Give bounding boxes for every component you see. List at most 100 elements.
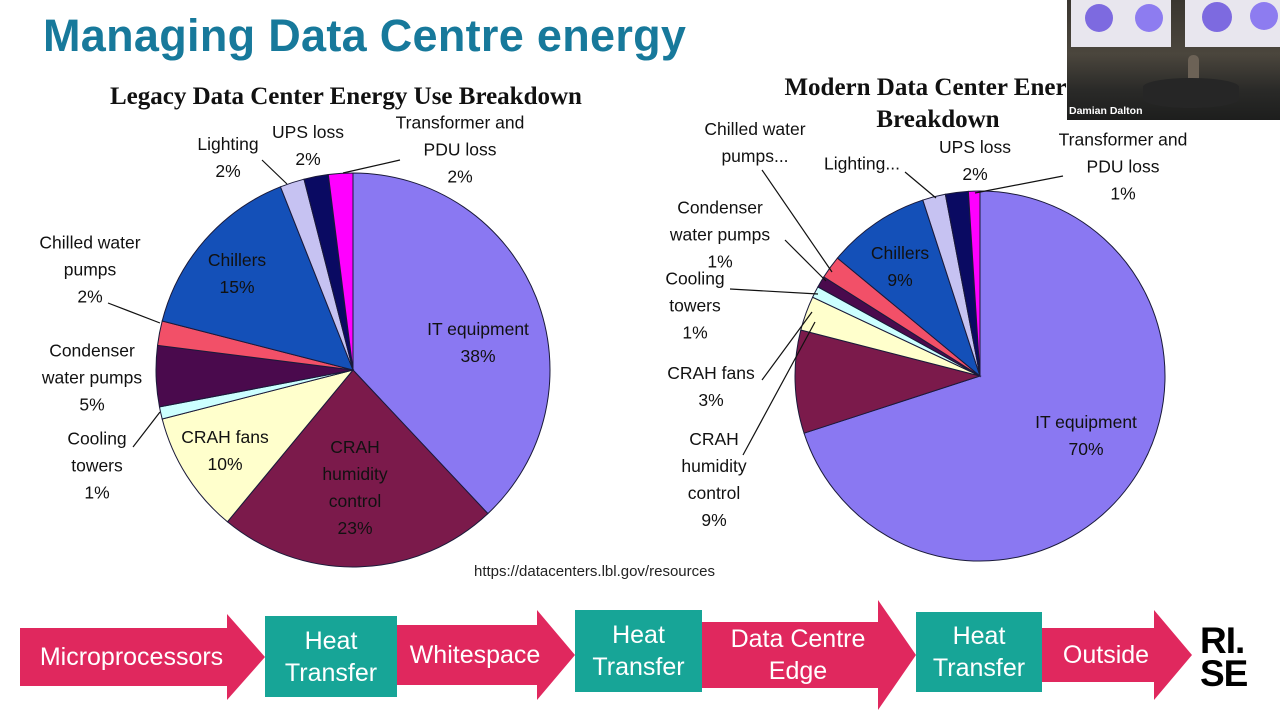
- slice-value: 9%: [701, 510, 727, 530]
- slice-value: 10%: [207, 454, 243, 474]
- legacy-chart-title: Legacy Data Center Energy Use Breakdown: [110, 83, 582, 110]
- leader-line: [761, 311, 813, 381]
- slice-name: IT equipment: [427, 319, 529, 339]
- flow-box: [265, 616, 397, 697]
- slide-title: Managing Data Centre energy: [43, 10, 687, 61]
- slice-name: CRAH humidity control: [322, 437, 388, 511]
- slice-value: 15%: [219, 277, 255, 297]
- slice-name: UPS loss: [272, 122, 344, 142]
- flow-label-heat-transfer: Heat Transfer: [592, 621, 685, 681]
- slice-name: CRAH humidity control: [681, 429, 747, 503]
- pie-slice-transformer-and-pdu-loss: [327, 172, 354, 371]
- pie-slice-chillers: [836, 199, 982, 378]
- slice-value: 38%: [460, 346, 496, 366]
- slice-value: 9%: [887, 270, 913, 290]
- flow-label-heat-transfer: Heat Transfer: [932, 622, 1026, 682]
- pie-slice-crah-humidity-control: [794, 329, 982, 434]
- slice-name: Cooling towers: [665, 268, 725, 316]
- flow-arrow: [397, 610, 575, 700]
- slice-name: Condenser water pumps: [41, 340, 143, 388]
- slice-value: 1%: [84, 482, 110, 503]
- slice-label-chillers: Chillers 9%: [871, 240, 929, 294]
- slice-name: Chillers: [207, 250, 267, 270]
- slice-value: 2%: [447, 166, 473, 187]
- pie-slice-it-equipment: [352, 172, 551, 515]
- pie-slice-chillers: [161, 186, 354, 371]
- slice-label-it-equipment: IT equipment 38%: [427, 316, 529, 370]
- slice-label-ups-loss: UPS loss 2%: [939, 134, 1011, 188]
- slice-name: CRAH fans: [181, 427, 269, 447]
- presenter: [1188, 55, 1199, 81]
- flow-label-microprocessors: Microprocessors: [39, 643, 224, 671]
- webcam-overlay: Damian Dalton: [1067, 0, 1280, 120]
- slice-label-condenser-water-pumps: Condenser water pumps 5%: [27, 338, 157, 419]
- leader-line: [342, 159, 401, 174]
- slice-label-crah-humidity-control: CRAH humidity control 23%: [300, 434, 410, 542]
- slice-name: UPS loss: [939, 137, 1011, 157]
- slice-label-chilled-water-pumps: Chilled water pumps 2%: [25, 230, 155, 311]
- slice-label-ups-loss: UPS loss 2%: [272, 119, 344, 173]
- slice-name: Chillers: [870, 243, 930, 263]
- leader-line: [784, 239, 827, 282]
- slice-value: 5%: [79, 394, 105, 415]
- modern-chart-title: Modern Data Center Energy Breakdown: [784, 74, 1092, 133]
- slice-label-transformer-and-pdu-loss: Transformer and PDU loss 2%: [395, 110, 525, 191]
- slice-name: Lighting...: [824, 153, 900, 174]
- slice-value: 1%: [1110, 183, 1136, 204]
- slice-name: Transformer and PDU loss: [1058, 129, 1188, 177]
- leader-line: [132, 411, 161, 448]
- slice-name: IT equipment: [1035, 412, 1137, 432]
- slice-label-lighting: Lighting 2%: [197, 131, 258, 185]
- pie-slice-transformer-and-pdu-loss: [967, 190, 981, 377]
- slice-label-chilled-water-pumps: Chilled water pumps...: [690, 116, 820, 170]
- flow-arrow: [702, 600, 916, 710]
- slice-label-cooling-towers: Cooling towers 1%: [57, 426, 137, 507]
- source-link[interactable]: https://datacenters.lbl.gov/resources: [474, 563, 715, 580]
- modern-pie: [794, 190, 1166, 562]
- legacy-pie: [155, 172, 551, 568]
- slice-value: 2%: [295, 149, 321, 169]
- slice-name: CRAH fans: [667, 363, 755, 383]
- pie-slice-crah-humidity-control: [226, 369, 489, 568]
- flow-label-data-centre-edge: Data Centre Edge: [730, 625, 866, 685]
- leader-line: [261, 159, 288, 185]
- leader-line: [904, 171, 937, 199]
- rise-logo: RI. SE: [1200, 620, 1248, 694]
- flow-arrow: [20, 614, 265, 700]
- slice-label-cooling-towers: Cooling towers 1%: [655, 266, 735, 347]
- slice-label-condenser-water-pumps: Condenser water pumps 1%: [655, 195, 785, 276]
- slice-label-chillers: Chillers 15%: [208, 247, 266, 301]
- leader-line: [761, 169, 833, 273]
- leader-line: [107, 302, 161, 324]
- leader-line: [742, 321, 816, 456]
- slice-label-it-equipment: IT equipment 70%: [1035, 409, 1137, 463]
- slice-name: Cooling towers: [67, 428, 127, 476]
- slice-value: 70%: [1068, 439, 1104, 459]
- flow-box: [916, 612, 1042, 692]
- slice-value: 2%: [215, 161, 241, 181]
- slice-name: Chilled water pumps: [39, 232, 141, 280]
- slice-label-crah-fans: CRAH fans 10%: [181, 424, 269, 478]
- flow-arrow: [1042, 610, 1192, 700]
- pie-slice-crah-fans: [161, 369, 355, 523]
- flow-label-outside: Outside: [1062, 641, 1150, 669]
- participant-name: Damian Dalton: [1069, 105, 1143, 117]
- leader-line: [729, 288, 819, 295]
- slice-value: 23%: [337, 518, 373, 538]
- slice-name: Chilled water pumps...: [704, 119, 806, 166]
- slice-value: 3%: [698, 390, 724, 410]
- slice-value: 1%: [707, 251, 733, 272]
- slice-name: Transformer and PDU loss: [395, 112, 525, 160]
- flow-label-heat-transfer: Heat Transfer: [284, 626, 378, 687]
- leader-line: [974, 175, 1064, 194]
- flow-box: [575, 610, 702, 692]
- slice-name: Condenser water pumps: [669, 197, 771, 245]
- slice-label-crah-fans: CRAH fans 3%: [667, 360, 755, 414]
- slice-value: 2%: [962, 164, 988, 184]
- pie-slice-it-equipment: [803, 190, 1166, 562]
- slice-label-lighting: Lighting...: [824, 151, 900, 178]
- slice-value: 2%: [77, 286, 103, 307]
- slice-label-crah-humidity-control: CRAH humidity control 9%: [659, 426, 769, 534]
